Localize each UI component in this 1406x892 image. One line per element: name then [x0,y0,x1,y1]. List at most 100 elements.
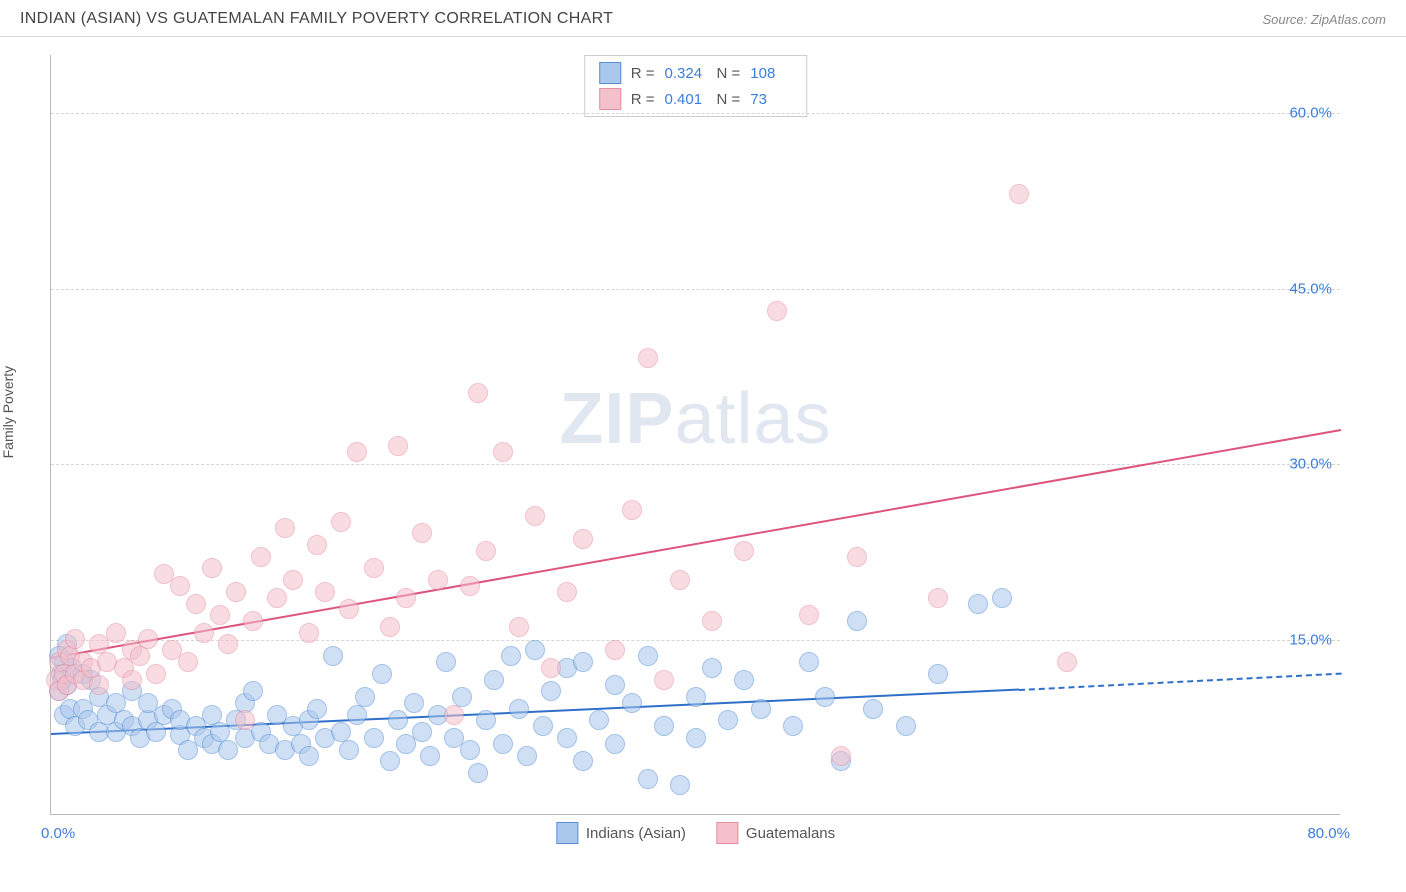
chart-header: INDIAN (ASIAN) VS GUATEMALAN FAMILY POVE… [0,0,1406,37]
data-point-guatemalans [89,675,109,695]
data-point-guatemalans [767,301,787,321]
data-point-guatemalans [364,558,384,578]
legend-label-guatemalans: Guatemalans [746,825,835,842]
y-tick-label: 60.0% [1289,105,1332,122]
data-point-indians [380,751,400,771]
data-point-guatemalans [194,623,214,643]
data-point-indians [307,699,327,719]
data-point-guatemalans [210,605,230,625]
data-point-indians [670,775,690,795]
y-axis-label: Family Poverty [0,365,16,458]
data-point-indians [605,675,625,695]
data-point-indians [863,699,883,719]
swatch-guatemalans [716,822,738,844]
plot-region: ZIPatlas R = 0.324 N = 108 R = 0.401 N =… [50,55,1340,815]
data-point-guatemalans [509,617,529,637]
watermark: ZIPatlas [559,378,831,460]
series-legend: Indians (Asian) Guatemalans [556,822,835,844]
data-point-guatemalans [275,518,295,538]
chart-source: Source: ZipAtlas.com [1262,12,1386,27]
data-point-guatemalans [347,442,367,462]
legend-entry-indians: Indians (Asian) [556,822,686,844]
legend-label-indians: Indians (Asian) [586,825,686,842]
data-point-indians [622,693,642,713]
data-point-indians [468,763,488,783]
data-point-indians [525,640,545,660]
n-value-indians: 108 [750,65,792,82]
data-point-indians [372,664,392,684]
data-point-guatemalans [146,664,166,684]
data-point-guatemalans [1009,184,1029,204]
data-point-indians [638,769,658,789]
grid-line [51,113,1340,114]
data-point-indians [573,751,593,771]
chart-title: INDIAN (ASIAN) VS GUATEMALAN FAMILY POVE… [20,10,613,28]
data-point-guatemalans [388,436,408,456]
y-tick-label: 45.0% [1289,280,1332,297]
legend-row-indians: R = 0.324 N = 108 [595,60,797,86]
data-point-guatemalans [130,646,150,666]
data-point-guatemalans [702,611,722,631]
data-point-guatemalans [573,529,593,549]
data-point-guatemalans [186,594,206,614]
data-point-indians [420,746,440,766]
data-point-guatemalans [202,558,222,578]
data-point-indians [146,722,166,742]
data-point-indians [573,652,593,672]
data-point-guatemalans [605,640,625,660]
legend-entry-guatemalans: Guatemalans [716,822,835,844]
data-point-indians [323,646,343,666]
data-point-guatemalans [178,652,198,672]
data-point-guatemalans [138,629,158,649]
data-point-guatemalans [243,611,263,631]
x-tick-max: 80.0% [1307,825,1350,842]
data-point-indians [509,699,529,719]
data-point-guatemalans [476,541,496,561]
data-point-guatemalans [122,670,142,690]
data-point-guatemalans [339,599,359,619]
data-point-indians [501,646,521,666]
swatch-guatemalans [599,88,621,110]
data-point-indians [347,705,367,725]
correlation-legend: R = 0.324 N = 108 R = 0.401 N = 73 [584,55,808,117]
data-point-guatemalans [267,588,287,608]
data-point-guatemalans [251,547,271,567]
n-label: N = [717,91,741,108]
data-point-guatemalans [622,500,642,520]
data-point-guatemalans [847,547,867,567]
data-point-indians [364,728,384,748]
data-point-indians [992,588,1012,608]
data-point-guatemalans [315,582,335,602]
data-point-indians [388,710,408,730]
x-tick-min: 0.0% [41,825,75,842]
data-point-indians [686,728,706,748]
data-point-guatemalans [170,576,190,596]
data-point-indians [686,687,706,707]
data-point-guatemalans [380,617,400,637]
data-point-indians [734,670,754,690]
data-point-indians [968,594,988,614]
data-point-guatemalans [468,383,488,403]
data-point-guatemalans [444,705,464,725]
data-point-indians [355,687,375,707]
data-point-guatemalans [331,512,351,532]
swatch-indians [599,62,621,84]
swatch-indians [556,822,578,844]
r-label: R = [631,91,655,108]
legend-row-guatemalans: R = 0.401 N = 73 [595,86,797,112]
data-point-guatemalans [654,670,674,690]
data-point-guatemalans [799,605,819,625]
data-point-indians [654,716,674,736]
data-point-indians [799,652,819,672]
data-point-guatemalans [557,582,577,602]
data-point-guatemalans [928,588,948,608]
watermark-atlas: atlas [674,379,831,459]
r-value-indians: 0.324 [665,65,707,82]
grid-line [51,640,1340,641]
y-tick-label: 15.0% [1289,631,1332,648]
data-point-indians [702,658,722,678]
y-tick-label: 30.0% [1289,456,1332,473]
data-point-indians [460,740,480,760]
chart-area: Family Poverty ZIPatlas R = 0.324 N = 10… [0,37,1406,882]
data-point-indians [533,716,553,736]
